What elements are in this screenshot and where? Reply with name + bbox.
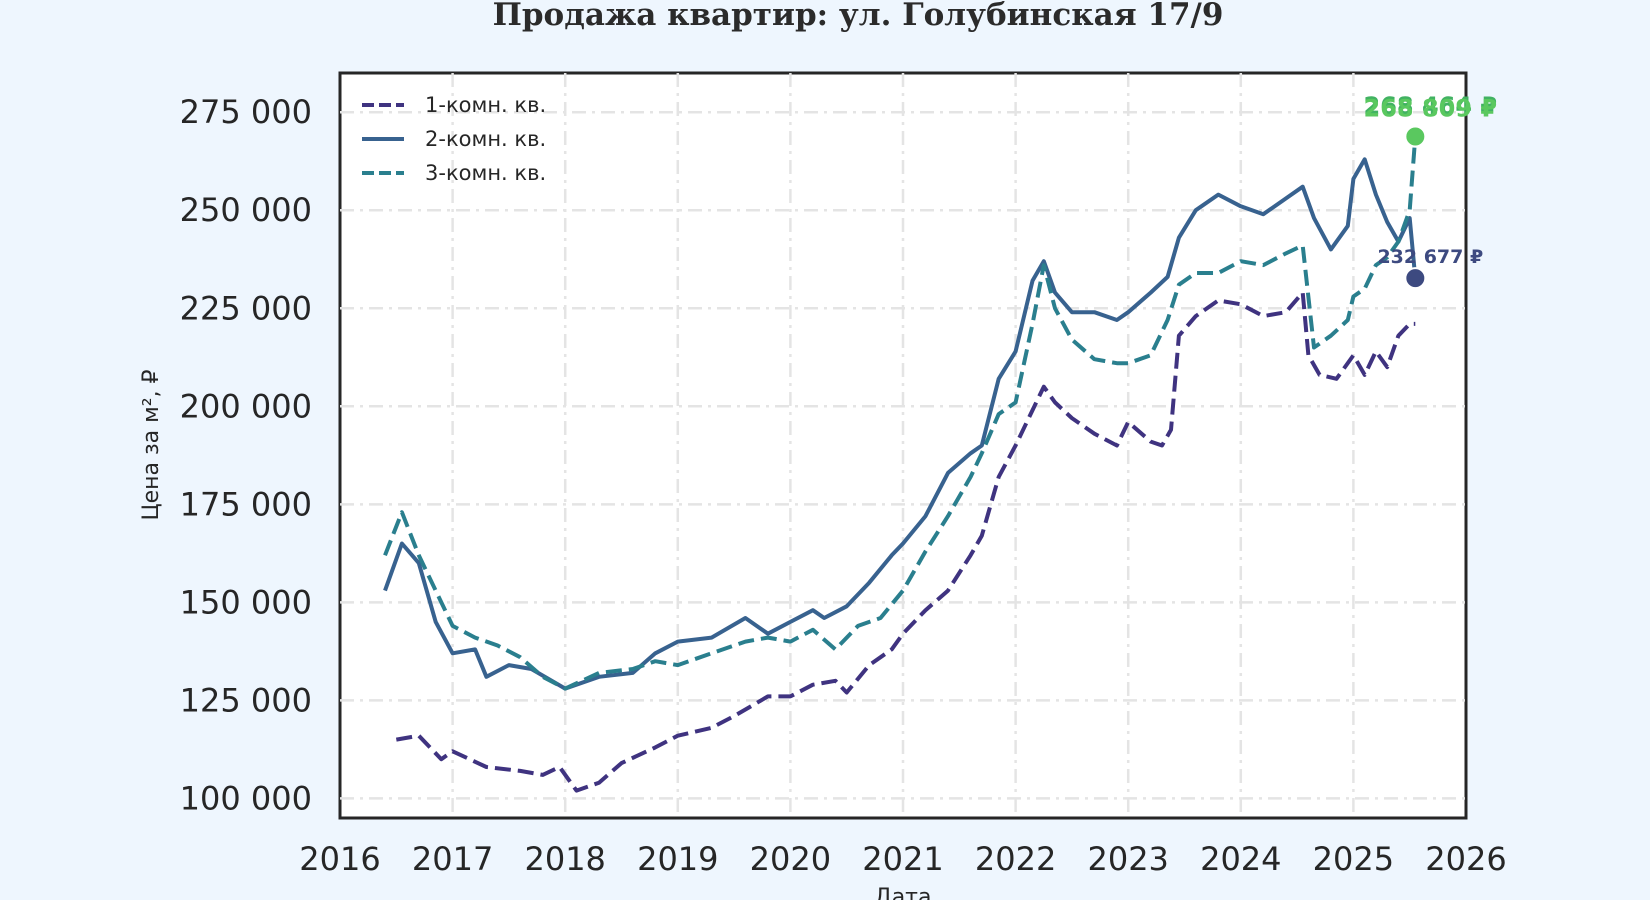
end-marker-label: 232 677 ₽ [1377,246,1483,268]
legend-label-2: 2-комн. кв. [425,127,546,151]
y-tick-label: 250 000 [180,191,312,229]
x-axis-label: Дата [875,885,932,900]
x-tick-label: 2016 [299,840,380,878]
y-tick-label: 150 000 [180,583,312,621]
x-axis-ticks: 2016 2017 2018 2019 2020 2021 2022 2023 2024 2025… [299,840,1506,878]
x-tick-label: 2024 [1200,840,1281,878]
end-marker-dot [1404,125,1427,148]
y-tick-label: 200 000 [180,387,312,425]
x-tick-label: 2017 [412,840,493,878]
end-markers: 268 464 ₽268 809 ₽ 232 677 ₽ [1364,92,1498,290]
x-tick-label: 2019 [637,840,718,878]
chart-title: Продажа квартир: ул. Голубинская 17/9 [493,0,1224,33]
legend-label-3: 3-комн. кв. [425,161,546,185]
y-tick-label: 100 000 [180,779,312,817]
y-tick-label: 275 000 [180,93,312,131]
y-tick-label: 175 000 [180,485,312,523]
legend-label-1: 1-комн. кв. [425,93,546,117]
end-marker-label: 268 809 ₽ [1364,94,1498,122]
y-tick-label: 225 000 [180,289,312,327]
x-tick-label: 2025 [1313,840,1394,878]
grid [340,73,1466,818]
x-tick-label: 2021 [862,840,943,878]
end-marker-label: 268 464 ₽ [1364,92,1498,120]
x-tick-label: 2023 [1087,840,1168,878]
x-tick-label: 2018 [524,840,605,878]
series-lines [383,136,1418,793]
y-axis-label: Цена за м², ₽ [139,369,164,520]
y-axis-ticks: 100 000 125 000 150 000 175 000 200 000 225 0… [180,93,312,817]
series-line-1 [395,290,1416,793]
x-tick-label: 2020 [750,840,831,878]
legend: 1-комн. кв. 2-комн. кв. 3-комн. кв. [362,93,546,185]
x-tick-label: 2026 [1425,840,1506,878]
end-marker-dot [1404,267,1427,290]
x-tick-label: 2022 [975,840,1056,878]
series-line-3 [383,136,1418,691]
y-tick-label: 125 000 [180,681,312,719]
